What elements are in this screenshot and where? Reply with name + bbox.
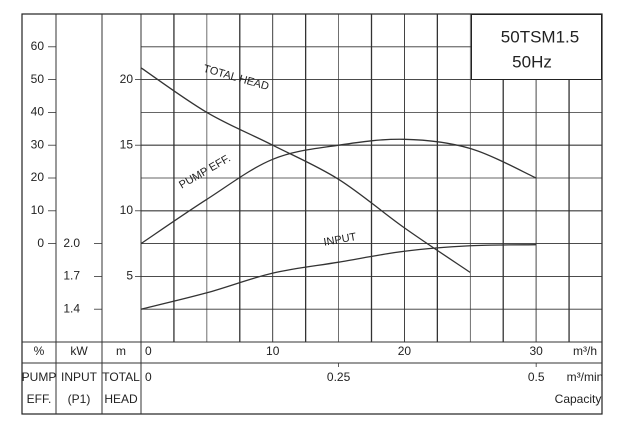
axis-label: INPUT [61,370,98,384]
y-tick-label: 40 [31,105,45,119]
unit-label: m³/h [573,344,597,358]
axis-label: HEAD [104,392,138,406]
unit-label: m³/min [567,370,604,384]
y-tick-label: 30 [31,137,45,151]
axis-label: PUMP [22,370,57,384]
curve [140,244,537,310]
y-tick-label: 5 [126,269,133,283]
x-tick-label: 30 [529,344,543,358]
y-tick-label: 0 [37,236,44,250]
unit-label: m [116,344,126,358]
y-tick-label: 10 [120,203,134,217]
chart-title: 50TSM1.5 [501,27,579,46]
axis-label: (P1) [68,392,91,406]
unit-label: % [34,344,45,358]
frame [21,13,603,415]
y-tick-label: 20 [31,170,45,184]
y-tick-label: 10 [31,203,45,217]
y-tick-label: 2.0 [63,236,80,250]
chart-subtitle: 50Hz [512,52,552,71]
x2-tick-label: 0.5 [528,370,545,384]
x-tick-label: 20 [398,344,412,358]
x-tick-label: 0 [145,344,152,358]
title-box [471,14,602,80]
axis-label: Capacity [555,392,602,406]
y-tick-label: 50 [31,72,45,86]
layer: 0 10 20 30 0 0.25 0.5 0 10 20 30 40 50 60 1.4 1.7 2.0 5 10… [31,39,545,384]
curve [140,138,537,245]
y-tick-label: 60 [31,39,45,53]
axis-label: EFF. [27,392,52,406]
unit-label: kW [70,344,88,358]
x2-tick-label: 0.25 [327,370,351,384]
y-tick-label: 1.4 [63,301,80,315]
axis-label: TOTAL [102,370,140,384]
curve [140,67,471,274]
y-tick-label: 1.7 [63,269,80,283]
y-tick-label: 15 [120,137,134,151]
curve-label: INPUT [323,231,358,249]
grid [22,14,602,414]
x2-tick-label: 0 [145,370,152,384]
y-tick-label: 20 [120,72,134,86]
x-tick-label: 10 [266,344,280,358]
